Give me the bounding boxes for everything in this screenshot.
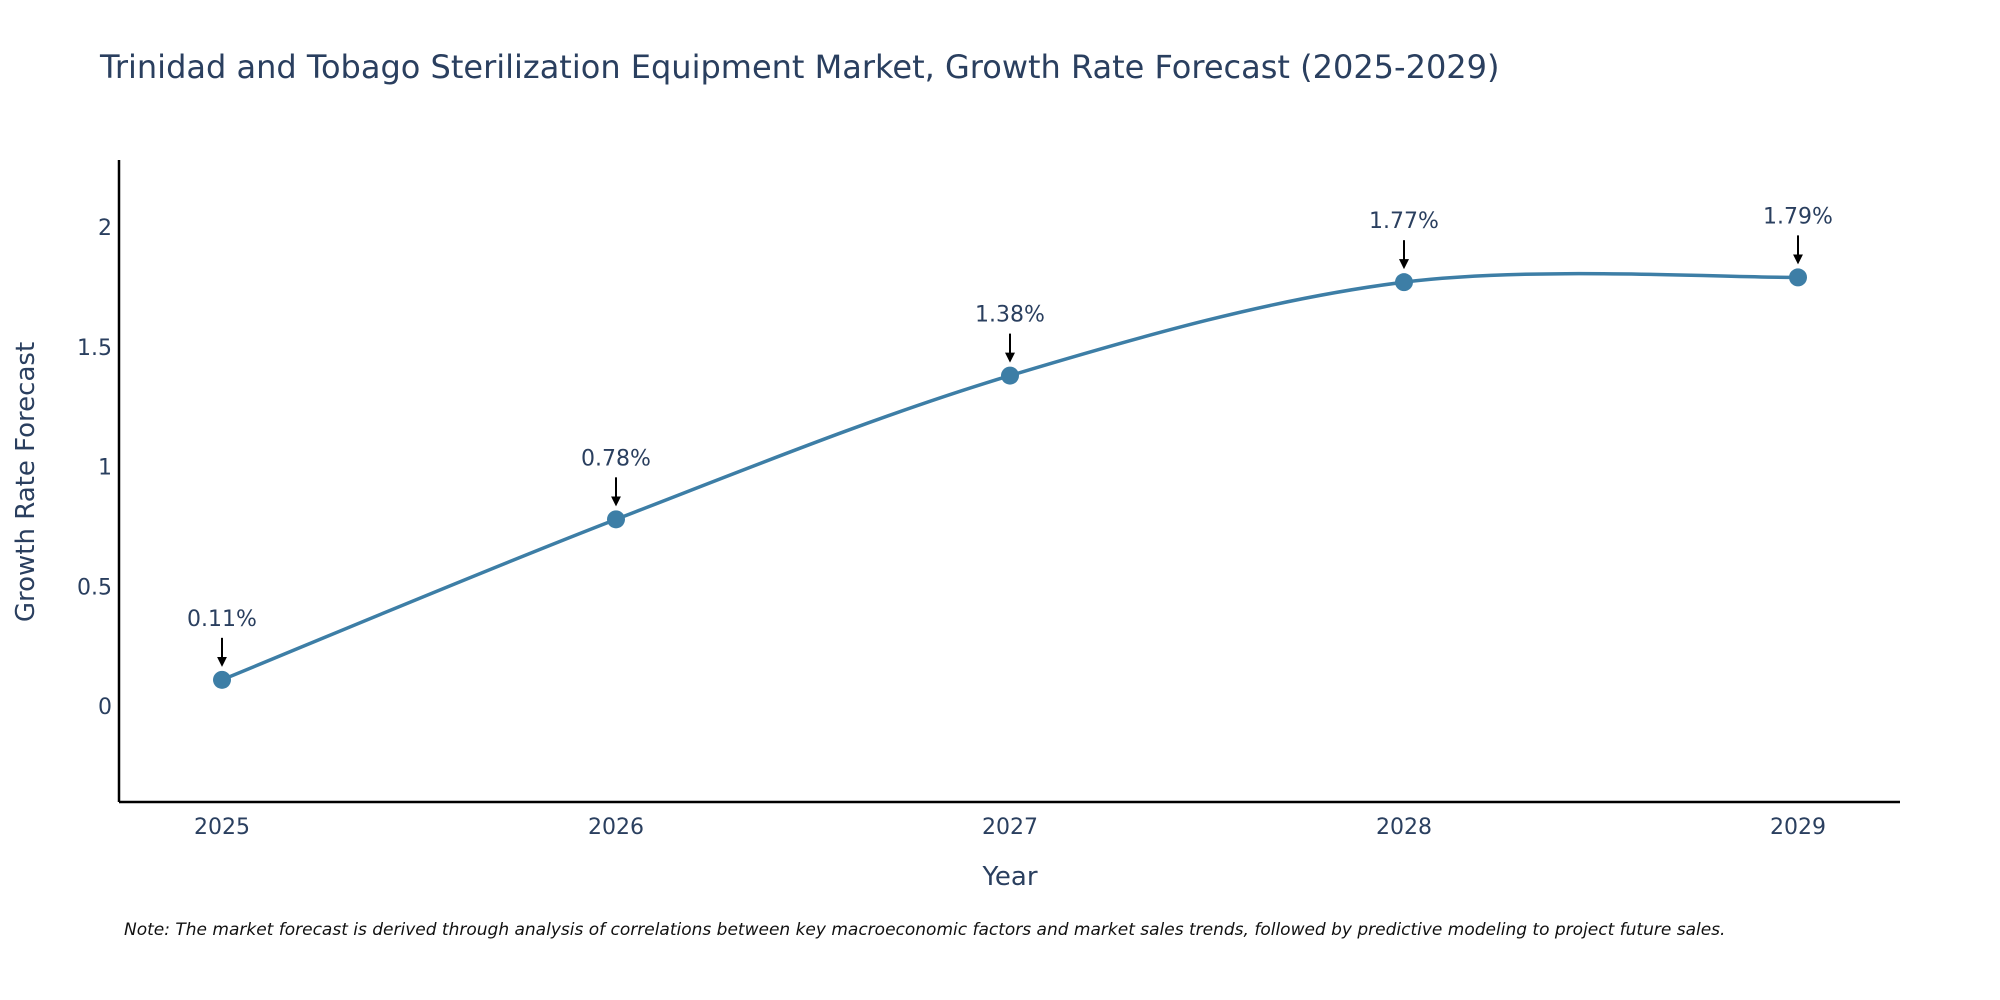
- data-point: [213, 670, 231, 689]
- data-label: 1.77%: [1369, 209, 1439, 234]
- data-label: 0.78%: [581, 446, 651, 471]
- y-tick-label: 0: [98, 695, 112, 720]
- data-label: 1.79%: [1763, 204, 1833, 229]
- data-point: [1395, 273, 1413, 292]
- data-point: [1789, 268, 1807, 287]
- y-tick-label: 1.5: [77, 336, 112, 361]
- data-label: 0.11%: [187, 607, 257, 632]
- y-tick-label: 2: [98, 216, 112, 241]
- data-label: 1.38%: [975, 303, 1045, 328]
- chart-title: Trinidad and Tobago Sterilization Equipm…: [100, 48, 1500, 86]
- x-tick-label: 2026: [588, 815, 644, 840]
- x-tick-label: 2027: [982, 815, 1038, 840]
- y-axis-title: Growth Rate Forecast: [11, 342, 41, 622]
- data-point: [1001, 366, 1019, 385]
- x-axis-title: Year: [981, 862, 1037, 892]
- data-point: [607, 510, 625, 529]
- y-tick-label: 1: [98, 456, 112, 481]
- x-tick-label: 2028: [1376, 815, 1432, 840]
- y-tick-label: 0.5: [77, 575, 112, 600]
- footnote: Note: The market forecast is derived thr…: [124, 920, 1726, 940]
- x-tick-label: 2029: [1770, 815, 1826, 840]
- x-tick-label: 2025: [194, 815, 250, 840]
